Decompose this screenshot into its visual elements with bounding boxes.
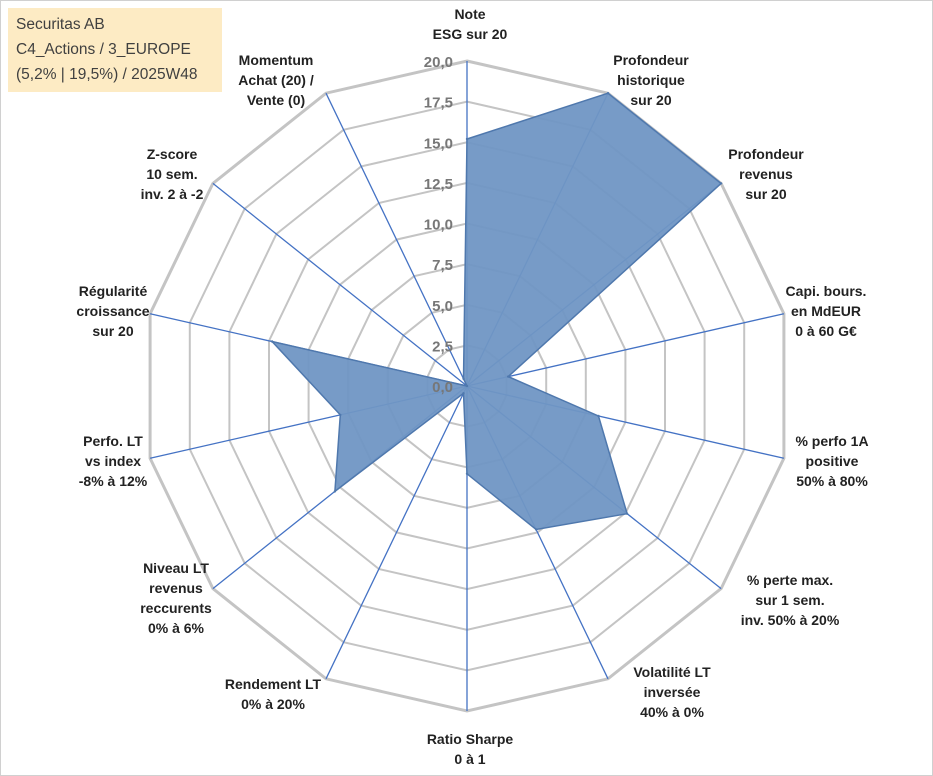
axis-label: Profondeur bbox=[728, 146, 804, 162]
axis-label: Rendement LT bbox=[225, 676, 322, 692]
axis-label: sur 20 bbox=[745, 186, 786, 202]
axis-label: % perfo 1A bbox=[795, 433, 868, 449]
axis-label: ESG sur 20 bbox=[433, 26, 508, 42]
axis-label: sur 20 bbox=[630, 92, 671, 108]
title-line-2: C4_Actions / 3_EUROPE bbox=[16, 41, 191, 58]
series-area bbox=[269, 92, 723, 531]
title-box: Securitas AB C4_Actions / 3_EUROPE (5,2%… bbox=[8, 8, 222, 92]
tick-label: 20,0 bbox=[424, 54, 453, 71]
tick-label: 5,0 bbox=[432, 298, 453, 315]
axis-spoke bbox=[325, 92, 468, 387]
data-point bbox=[339, 413, 342, 417]
axis-label: revenus bbox=[149, 580, 203, 596]
axis-label: Capi. bours. bbox=[786, 283, 867, 299]
axis-label: en MdEUR bbox=[791, 303, 861, 319]
data-point bbox=[270, 340, 274, 343]
axis-label: Perfo. LT bbox=[83, 433, 143, 449]
data-point bbox=[462, 377, 465, 380]
axis-label: 50% à 80% bbox=[796, 473, 868, 489]
axis-label: Vente (0) bbox=[247, 92, 305, 108]
axis-label: 0 à 60 G€ bbox=[795, 323, 857, 339]
axis-spoke bbox=[212, 182, 468, 387]
axis-spoke bbox=[325, 385, 468, 680]
data-point bbox=[534, 528, 538, 531]
axis-label: sur 20 bbox=[92, 323, 133, 339]
axis-label: 40% à 0% bbox=[640, 704, 704, 720]
tick-label: 0,0 bbox=[432, 379, 453, 396]
axis-label: 0% à 20% bbox=[241, 696, 305, 712]
axis-label: historique bbox=[617, 72, 685, 88]
data-point bbox=[465, 137, 469, 141]
data-point bbox=[507, 375, 510, 378]
axis-label: inv. 50% à 20% bbox=[741, 612, 840, 628]
axis-label: Niveau LT bbox=[143, 560, 209, 576]
axis-label: revenus bbox=[739, 166, 793, 182]
axis-label: % perte max. bbox=[747, 572, 833, 588]
tick-label: 17,5 bbox=[424, 95, 453, 112]
axis-label: vs index bbox=[85, 453, 141, 469]
axis-label: -8% à 12% bbox=[79, 473, 148, 489]
tick-label: 10,0 bbox=[424, 217, 453, 234]
axis-spoke bbox=[466, 313, 785, 387]
axis-label: Momentum bbox=[239, 52, 314, 68]
axis-label: inversée bbox=[644, 684, 701, 700]
data-point bbox=[333, 490, 337, 493]
tick-label: 2,5 bbox=[432, 338, 453, 355]
series-layer bbox=[269, 92, 723, 531]
axis-label: reccurents bbox=[140, 600, 212, 616]
axis-label: 0 à 1 bbox=[454, 751, 485, 767]
data-point bbox=[606, 92, 610, 95]
data-point bbox=[719, 182, 723, 185]
tick-label: 15,0 bbox=[424, 135, 453, 152]
axis-label: sur 1 sem. bbox=[755, 592, 824, 608]
axis-label: Profondeur bbox=[613, 52, 689, 68]
title-line-1: Securitas AB bbox=[16, 16, 105, 33]
data-point bbox=[465, 384, 469, 388]
tick-label: 12,5 bbox=[424, 176, 453, 193]
axis-label-layer: Note ESG sur 20 Profondeur historique sur 20… bbox=[76, 6, 868, 767]
axis-label: 0% à 6% bbox=[148, 620, 205, 636]
axis-label: positive bbox=[806, 453, 859, 469]
axis-label: 10 sem. bbox=[146, 166, 197, 182]
axis-label: Achat (20) / bbox=[238, 72, 314, 88]
axis-label: Ratio Sharpe bbox=[427, 731, 514, 747]
axis-label: croissance bbox=[76, 303, 149, 319]
data-point bbox=[625, 512, 629, 515]
axis-label: Régularité bbox=[79, 283, 148, 299]
axis-label: Note bbox=[454, 6, 485, 22]
tick-label: 7,5 bbox=[432, 257, 453, 274]
title-line-3: (5,2% | 19,5%) / 2025W48 bbox=[16, 66, 198, 83]
data-point bbox=[462, 392, 465, 395]
axis-label: Volatilité LT bbox=[633, 664, 711, 680]
tick-label-layer: 0,0 2,5 5,0 7,5 10,0 12,5 15,0 17,5 20,0 bbox=[424, 54, 453, 396]
data-point bbox=[465, 472, 469, 475]
axis-label: inv. 2 à -2 bbox=[141, 186, 204, 202]
axis-label: Z-score bbox=[147, 146, 198, 162]
data-point bbox=[597, 414, 600, 418]
